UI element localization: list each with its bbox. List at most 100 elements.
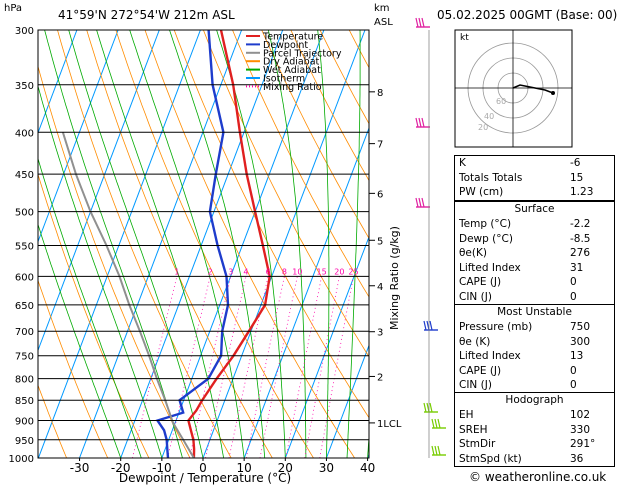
mixing-ratio-label: 6 <box>266 267 271 276</box>
index-value: 0 <box>570 290 577 303</box>
dry-adiabat-line <box>38 384 67 458</box>
pressure-tick-label: 600 <box>15 272 34 283</box>
temperature-tick-label: -30 <box>70 461 90 475</box>
x-axis-label: Dewpoint / Temperature (°C) <box>119 471 291 485</box>
temperature-tick-label: 40 <box>360 461 375 475</box>
hodograph-ring-label: 20 <box>478 123 488 132</box>
index-value: 15 <box>570 171 584 184</box>
mixing-ratio-label: 8 <box>282 267 287 276</box>
isotherm-line <box>284 235 369 458</box>
index-label: Totals Totals <box>459 171 523 184</box>
index-row: EH 102 <box>455 408 614 423</box>
wind-barb-icon <box>431 418 446 429</box>
pressure-tick-label: 700 <box>15 327 34 338</box>
index-value: 31 <box>570 261 584 274</box>
index-label: K <box>459 157 466 169</box>
index-row: CIN (J) 0 <box>455 378 614 393</box>
index-value: -6 <box>570 157 581 169</box>
isotherm-line <box>120 30 284 458</box>
pressure-tick-label: 400 <box>15 128 34 139</box>
pressure-tick-label: 850 <box>15 396 34 407</box>
index-row: Dewp (°C) -8.5 <box>455 232 614 247</box>
pressure-tick-label: 500 <box>15 208 34 219</box>
index-row: θe (K) 300 <box>455 335 614 350</box>
temperature-tick-label: -10 <box>152 461 172 475</box>
index-label: CIN (J) <box>459 379 492 392</box>
km-tick-label: 5 <box>377 236 383 247</box>
hodograph-endpoint <box>551 91 555 95</box>
pressure-tick-label: 900 <box>15 417 34 428</box>
isotherm-line <box>38 30 201 458</box>
temperature-tick-label: -20 <box>111 461 131 475</box>
index-label: Lifted Index <box>459 350 521 363</box>
temperature-tick-label: 20 <box>278 461 293 475</box>
hodograph-trace <box>512 84 554 94</box>
surface-panel: Surface Temp (°C) -2.2 Dewp (°C) -8.5 θe(K) 2… <box>454 201 615 306</box>
mixing-ratio-label: 2 <box>208 267 213 276</box>
mixing-ratio-label: 15 <box>317 267 327 276</box>
series-temperature-line <box>187 30 271 458</box>
index-value: 0 <box>570 379 577 392</box>
dry-adiabat-line <box>261 30 369 240</box>
mixing-ratio-line <box>285 276 322 458</box>
index-label: EH <box>459 409 474 421</box>
dry-adiabat-line <box>232 30 369 298</box>
wind-barb-icon <box>415 17 430 28</box>
index-value: 0 <box>570 364 577 377</box>
km-tick-label: 8 <box>377 88 383 99</box>
wind-barb-icon <box>415 117 430 128</box>
hodograph-ring-label: 40 <box>484 112 494 121</box>
index-label: SREH <box>459 423 488 436</box>
index-row: StmDir 291° <box>455 437 614 452</box>
pressure-tick-label: 650 <box>15 301 34 312</box>
wet-adiabat-line <box>317 30 330 458</box>
most-unstable-panel: Most Unstable Pressure (mb) 750 θe (K) 300 L… <box>454 304 615 394</box>
legend-label: Dry Adiabat <box>263 57 320 68</box>
mixing-ratio-label: 4 <box>243 267 248 276</box>
index-row: SREH 330 <box>455 423 614 438</box>
legend-label: Isotherm <box>263 74 305 85</box>
temperature-tick-label: 10 <box>237 461 252 475</box>
dry-adiabat-line <box>290 30 369 182</box>
datetime-title: 05.02.2025 00GMT (Base: 00) <box>437 8 618 22</box>
most-unstable-title: Most Unstable <box>497 306 572 318</box>
index-row: Pressure (mb) 750 <box>455 320 614 335</box>
index-row: Lifted Index 13 <box>455 349 614 364</box>
isotherm-line <box>38 30 119 244</box>
pressure-tick-label: 750 <box>15 352 34 363</box>
km-tick-label: 1LCL <box>377 419 402 430</box>
pressure-tick-label: 550 <box>15 241 34 252</box>
index-label: Temp (°C) <box>459 218 512 230</box>
index-label: θe (K) <box>459 335 491 348</box>
pressure-tick-label: 350 <box>15 81 34 92</box>
km-tick-label: 3 <box>377 328 383 339</box>
mixing-ratio-label: 25 <box>348 267 358 276</box>
pressure-tick-label: 300 <box>15 26 34 37</box>
mixing-ratio-label: 10 <box>292 267 302 276</box>
legend-label: Temperature <box>262 32 323 43</box>
hpa-label: hPa <box>4 3 23 14</box>
mixing-ratio-label: 20 <box>334 267 344 276</box>
index-value: 276 <box>570 247 591 260</box>
index-value: 13 <box>570 350 584 363</box>
asl-label: ASL <box>374 17 393 28</box>
index-label: Pressure (mb) <box>459 321 533 333</box>
mixing-ratio-label: 1 <box>174 267 179 276</box>
index-value: 102 <box>570 409 591 421</box>
index-label: StmSpd (kt) <box>459 452 522 465</box>
index-value: 330 <box>570 423 591 436</box>
index-value: 300 <box>570 335 591 348</box>
index-row: StmSpd (kt) 36 <box>455 452 614 467</box>
surface-title: Surface <box>514 203 555 215</box>
isotherm-line <box>161 30 325 458</box>
index-label: Lifted Index <box>459 261 521 274</box>
wet-adiabat-line <box>267 30 307 458</box>
dry-adiabat-line <box>203 30 369 358</box>
isotherm-line <box>202 30 366 458</box>
mixing-ratio-axis-label: Mixing Ratio (g/kg) <box>388 226 401 330</box>
legend-label: Dewpoint <box>263 40 308 51</box>
index-label: PW (cm) <box>459 186 504 199</box>
index-value: -8.5 <box>570 232 591 245</box>
